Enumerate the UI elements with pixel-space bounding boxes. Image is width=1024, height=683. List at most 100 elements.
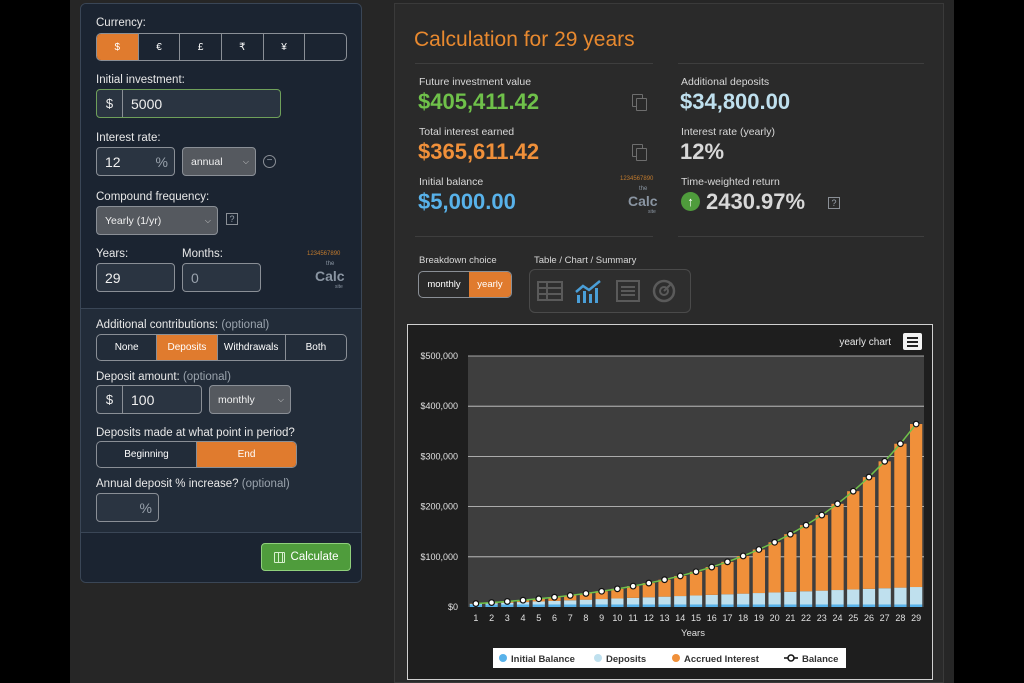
copy-icon[interactable] — [632, 94, 646, 110]
bar-accrued-interest — [784, 534, 796, 592]
bar-initial-balance — [627, 604, 639, 607]
chevron-down-icon: ⌵ — [278, 395, 284, 405]
currency-eur[interactable]: € — [139, 34, 181, 60]
donut-chart-icon[interactable] — [650, 278, 678, 304]
breakdown-toggle: monthly yearly — [418, 271, 512, 298]
bar-initial-balance — [611, 604, 623, 607]
currency-inr[interactable]: ₹ — [222, 34, 264, 60]
bar-initial-balance — [533, 604, 545, 607]
x-tick-label: 8 — [583, 613, 588, 623]
y-tick-label: $500,000 — [420, 351, 458, 361]
bar-deposits — [831, 590, 843, 604]
timing-beginning[interactable]: Beginning — [97, 442, 197, 467]
currency-label: Currency: — [96, 17, 146, 29]
bar-accrued-interest — [706, 567, 718, 595]
bar-deposits — [910, 587, 922, 604]
table-icon[interactable] — [536, 278, 564, 304]
balance-point — [505, 599, 511, 605]
interest-rate-value: 12 — [97, 154, 121, 170]
initial-investment-field[interactable]: $ 5000 — [96, 89, 281, 118]
timing-end[interactable]: End — [197, 442, 296, 467]
interest-earned-value: $365,611.42 — [418, 139, 539, 165]
hamburger-menu-icon[interactable] — [903, 333, 922, 350]
logo-site: site — [335, 284, 343, 290]
contrib-deposits[interactable]: Deposits — [157, 335, 217, 360]
currency-usd[interactable]: $ — [97, 34, 139, 60]
compound-frequency-select[interactable]: Yearly (1/yr) ⌵ — [96, 206, 218, 235]
twr-label: Time-weighted return — [681, 176, 780, 188]
future-value-label: Future investment value — [419, 76, 531, 88]
bar-initial-balance — [674, 604, 686, 607]
thecalcsite-logo: 1234567890 the Calc site — [620, 176, 666, 222]
bar-deposits — [611, 598, 623, 604]
results-title: Calculation for 29 years — [414, 28, 635, 52]
divider — [678, 236, 924, 237]
help-icon[interactable]: ? — [226, 213, 238, 225]
legend-label: Balance — [802, 654, 838, 665]
view-selector — [529, 269, 691, 313]
balance-point — [489, 600, 495, 606]
contrib-withdrawals[interactable]: Withdrawals — [218, 335, 286, 360]
deposit-amount-value: 100 — [123, 392, 154, 408]
compound-frequency-label: Compound frequency: — [96, 191, 209, 203]
currency-jpy[interactable]: ¥ — [264, 34, 306, 60]
rate-period-select[interactable]: annual ⌵ — [182, 147, 256, 176]
contrib-both[interactable]: Both — [286, 335, 346, 360]
bar-initial-balance — [517, 604, 529, 607]
bar-accrued-interest — [721, 562, 733, 594]
interest-rate-label: Interest rate: — [96, 132, 161, 144]
breakdown-yearly[interactable]: yearly — [469, 272, 511, 297]
chevron-down-icon: ⌵ — [243, 157, 249, 167]
years-field[interactable]: 29 — [96, 263, 175, 292]
x-tick-label: 26 — [864, 613, 874, 623]
deposit-increase-label: Annual deposit % increase? (optional) — [96, 478, 290, 490]
percent-suffix: % — [156, 154, 168, 170]
bar-initial-balance — [831, 604, 843, 607]
remove-icon[interactable]: − — [263, 155, 276, 168]
initial-balance-label: Initial balance — [419, 176, 483, 188]
x-tick-label: 29 — [911, 613, 921, 623]
x-tick-label: 10 — [612, 613, 622, 623]
copy-icon[interactable] — [632, 144, 646, 160]
balance-point — [693, 569, 699, 575]
currency-other[interactable] — [305, 34, 346, 60]
balance-point — [630, 583, 636, 589]
months-field[interactable]: 0 — [182, 263, 261, 292]
months-label: Months: — [182, 248, 223, 260]
balance-point — [473, 601, 479, 607]
x-tick-label: 24 — [833, 613, 843, 623]
x-tick-label: 22 — [801, 613, 811, 623]
years-value: 29 — [97, 270, 121, 286]
balance-point — [803, 522, 809, 528]
bar-deposits — [816, 591, 828, 605]
bar-deposits — [894, 588, 906, 605]
view-label: Table / Chart / Summary — [534, 255, 636, 266]
bar-accrued-interest — [847, 491, 859, 589]
bar-initial-balance — [784, 604, 796, 607]
bar-initial-balance — [753, 604, 765, 607]
breakdown-label: Breakdown choice — [419, 255, 497, 266]
interest-rate-field[interactable]: 12 % — [96, 147, 175, 176]
bar-deposits — [564, 600, 576, 604]
bar-deposits — [690, 595, 702, 604]
bar-deposits — [706, 595, 718, 605]
additional-deposits-label: Additional deposits — [681, 76, 769, 88]
currency-gbp[interactable]: £ — [180, 34, 222, 60]
x-tick-label: 12 — [644, 613, 654, 623]
calculate-button[interactable]: Calculate — [261, 543, 351, 571]
contrib-none[interactable]: None — [97, 335, 157, 360]
balance-point — [552, 594, 558, 600]
summary-list-icon[interactable] — [614, 278, 642, 304]
help-icon[interactable]: ? — [828, 197, 840, 209]
deposit-increase-field[interactable]: % — [96, 493, 159, 522]
breakdown-monthly[interactable]: monthly — [419, 272, 469, 297]
deposit-period-select[interactable]: monthly ⌵ — [209, 385, 291, 414]
bar-deposits — [768, 592, 780, 604]
chart-icon[interactable] — [574, 278, 602, 304]
dollar-prefix: $ — [97, 386, 123, 413]
balance-point — [898, 441, 904, 447]
bar-initial-balance — [894, 604, 906, 607]
bar-initial-balance — [800, 604, 812, 607]
deposit-amount-field[interactable]: $ 100 — [96, 385, 202, 414]
x-tick-label: 28 — [895, 613, 905, 623]
